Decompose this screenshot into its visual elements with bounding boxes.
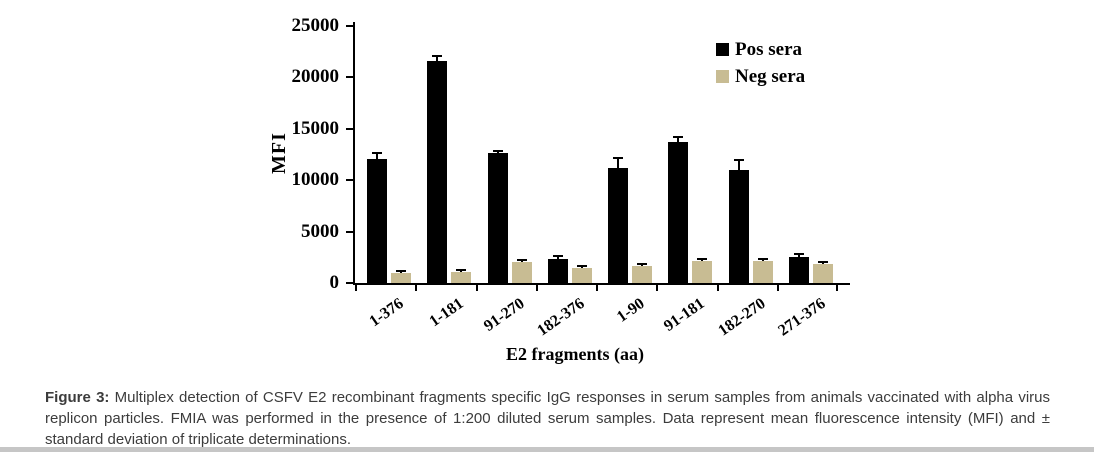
bar-group bbox=[777, 26, 837, 283]
bar-group bbox=[355, 26, 415, 283]
legend-item: Pos sera bbox=[716, 36, 805, 63]
x-axis-tick bbox=[475, 285, 478, 291]
bar-pos-sera bbox=[367, 159, 387, 283]
bar-group bbox=[476, 26, 536, 283]
error-bar bbox=[641, 264, 643, 266]
y-axis-tick bbox=[346, 282, 353, 284]
x-axis-tick bbox=[355, 285, 357, 291]
bar-pos-sera bbox=[788, 257, 809, 283]
x-axis-tick bbox=[716, 285, 719, 291]
bar-group bbox=[656, 26, 716, 283]
legend: Pos sera Neg sera bbox=[716, 36, 805, 90]
bar-pos-sera bbox=[728, 170, 749, 283]
error-bar-cap bbox=[492, 150, 503, 152]
x-axis-tick bbox=[776, 285, 779, 291]
y-axis-tick bbox=[346, 76, 353, 79]
error-bar-cap bbox=[757, 258, 768, 260]
bar-group bbox=[536, 26, 596, 283]
bar-neg-sera bbox=[812, 264, 833, 283]
error-bar-cap bbox=[396, 270, 406, 272]
bottom-divider bbox=[0, 447, 1094, 452]
x-axis-tick bbox=[656, 285, 659, 291]
legend-label: Pos sera bbox=[735, 38, 803, 60]
error-bar-cap bbox=[613, 157, 623, 159]
error-bar bbox=[761, 259, 764, 261]
bar-neg-sera bbox=[571, 268, 592, 283]
bar-pos-sera bbox=[547, 259, 568, 283]
error-bar-cap bbox=[637, 263, 647, 265]
figure-caption-label: Figure 3: bbox=[45, 389, 110, 406]
bar-neg-sera bbox=[391, 273, 411, 283]
error-bar-cap bbox=[817, 261, 828, 263]
x-axis-line bbox=[353, 283, 850, 285]
legend-label: Neg sera bbox=[735, 65, 806, 87]
legend-item: Neg sera bbox=[716, 63, 805, 90]
error-bar bbox=[496, 151, 499, 153]
error-bar-cap bbox=[576, 265, 587, 267]
error-bar-cap bbox=[372, 152, 382, 154]
y-axis-tick bbox=[346, 230, 353, 233]
x-axis-tick bbox=[535, 285, 538, 291]
error-bar bbox=[580, 266, 583, 268]
error-bar-cap bbox=[456, 269, 467, 271]
bar-pos-sera bbox=[427, 61, 448, 283]
error-bar-cap bbox=[697, 258, 708, 260]
bar-pos-sera bbox=[608, 168, 628, 283]
y-axis-tick-label: 10000 bbox=[291, 169, 340, 191]
error-bar bbox=[737, 160, 740, 170]
y-axis-tick-label: 0 bbox=[329, 272, 340, 293]
error-bar bbox=[436, 56, 439, 61]
legend-swatch bbox=[716, 70, 729, 83]
error-bar bbox=[677, 137, 680, 142]
error-bar-cap bbox=[793, 253, 804, 255]
y-axis-tick bbox=[346, 25, 353, 27]
error-bar-cap bbox=[516, 259, 527, 261]
y-axis-tick-label: 15000 bbox=[291, 117, 340, 139]
error-bar bbox=[400, 271, 402, 273]
error-bar-cap bbox=[673, 136, 684, 138]
y-axis-tick-label: 5000 bbox=[301, 220, 339, 242]
bar-pos-sera bbox=[668, 142, 689, 283]
error-bar bbox=[376, 153, 378, 159]
bar-neg-sera bbox=[692, 261, 713, 283]
plot-area: E2 fragments (aa) 0 5000 10000 15000 20000 25… bbox=[292, 15, 850, 364]
bar-neg-sera bbox=[451, 272, 472, 283]
x-axis-tick bbox=[596, 285, 598, 291]
bar-group bbox=[717, 26, 777, 283]
bar-group bbox=[596, 26, 656, 283]
bar-pos-sera bbox=[487, 153, 508, 283]
bar-neg-sera bbox=[752, 261, 773, 283]
error-bar bbox=[821, 262, 824, 264]
x-axis-title: E2 fragments (aa) bbox=[506, 344, 644, 364]
error-bar bbox=[520, 260, 523, 262]
x-axis-tick bbox=[415, 285, 418, 291]
bar-neg-sera bbox=[632, 266, 652, 283]
bar-neg-sera bbox=[511, 262, 532, 283]
legend-swatch bbox=[716, 43, 729, 56]
y-axis-tick-label: 25000 bbox=[291, 15, 340, 36]
y-axis-tick bbox=[346, 127, 353, 130]
figure-caption: Figure 3: Multiplex detection of CSFV E2… bbox=[45, 387, 1050, 450]
error-bar-cap bbox=[432, 55, 443, 57]
error-bar bbox=[701, 259, 704, 261]
y-axis-tick-label: 20000 bbox=[291, 66, 340, 88]
error-bar-cap bbox=[552, 255, 563, 257]
error-bar bbox=[797, 254, 800, 257]
bar-group bbox=[415, 26, 475, 283]
x-axis-tick bbox=[836, 285, 838, 291]
y-axis-tick bbox=[346, 179, 353, 182]
error-bar bbox=[617, 158, 619, 168]
figure-caption-text: Multiplex detection of CSFV E2 recombina… bbox=[45, 389, 1050, 448]
error-bar-cap bbox=[733, 159, 744, 161]
y-axis-line bbox=[353, 22, 355, 285]
error-bar bbox=[556, 256, 559, 259]
error-bar bbox=[460, 270, 463, 272]
